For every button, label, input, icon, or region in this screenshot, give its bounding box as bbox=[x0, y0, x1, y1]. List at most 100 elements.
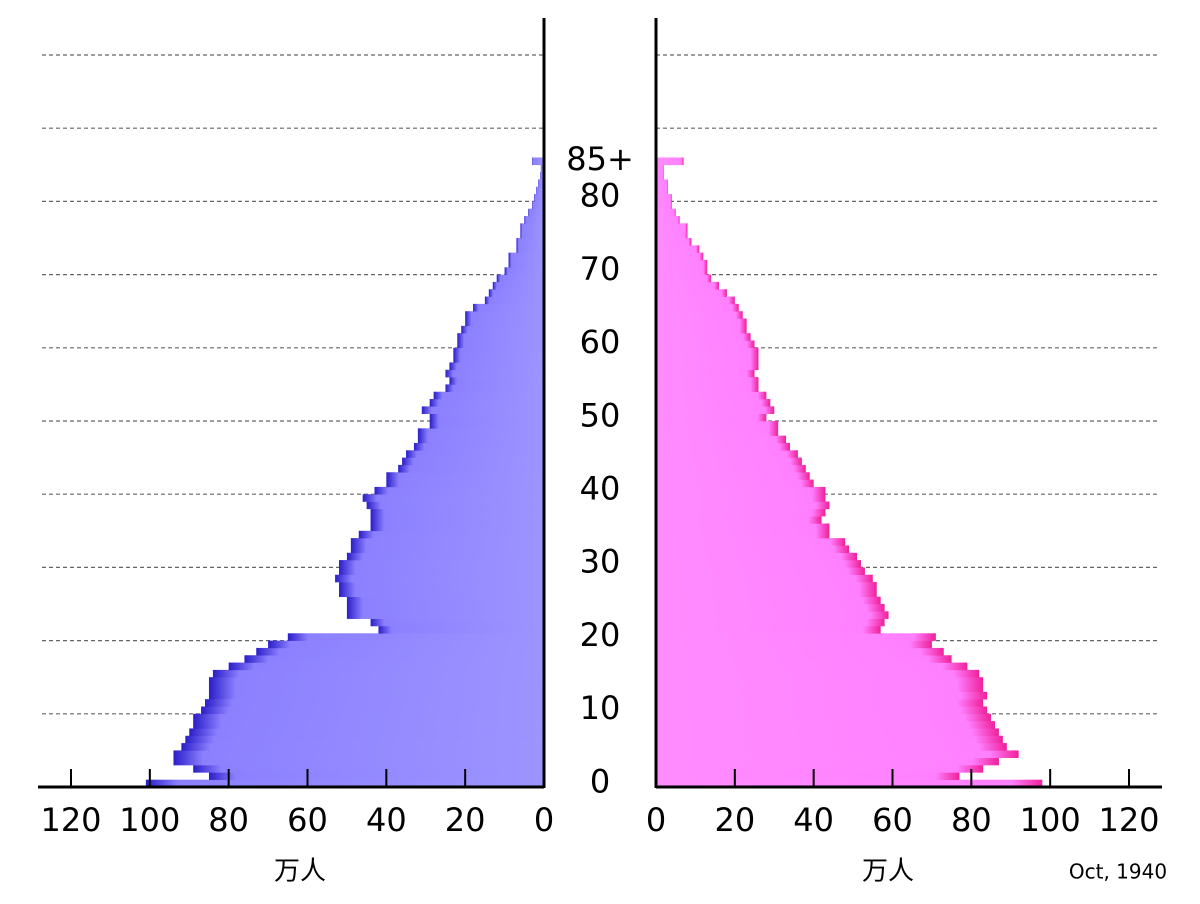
age-label: 20 bbox=[580, 616, 621, 654]
female-bar bbox=[656, 633, 936, 641]
male-bar bbox=[492, 281, 544, 290]
male-bar bbox=[449, 377, 544, 385]
x-tick-label: 120 bbox=[1098, 801, 1159, 839]
female-bar bbox=[656, 435, 787, 444]
female-bar bbox=[656, 472, 810, 480]
x-tick-label: 20 bbox=[714, 801, 755, 839]
female-bar bbox=[656, 413, 767, 422]
female-bar bbox=[656, 662, 968, 671]
female-bar bbox=[656, 479, 814, 488]
female-bar bbox=[656, 721, 995, 729]
male-bar bbox=[145, 779, 544, 788]
male-bar bbox=[520, 230, 544, 239]
male-bar bbox=[461, 325, 544, 334]
female-bar bbox=[656, 340, 755, 349]
male-bar bbox=[287, 633, 544, 641]
female-bar bbox=[656, 230, 688, 239]
female-bar bbox=[656, 186, 668, 195]
male-bar bbox=[402, 457, 544, 466]
male-bar bbox=[406, 450, 544, 458]
x-tick-label: 0 bbox=[646, 801, 666, 839]
male-bar bbox=[473, 303, 544, 312]
male-bar bbox=[374, 486, 544, 495]
female-bar bbox=[656, 296, 735, 305]
male-bar bbox=[445, 384, 544, 393]
male-bar bbox=[536, 186, 544, 195]
female-bar bbox=[656, 311, 743, 319]
male-bar bbox=[193, 721, 545, 729]
male-bar bbox=[350, 545, 544, 554]
male-bar bbox=[445, 369, 544, 378]
female-bar bbox=[656, 223, 688, 231]
male-bar bbox=[534, 194, 544, 202]
male-bar bbox=[193, 765, 545, 773]
female-bar bbox=[656, 669, 980, 678]
female-bar bbox=[656, 406, 775, 414]
x-tick-label: 60 bbox=[287, 801, 328, 839]
male-bar bbox=[335, 574, 544, 583]
male-bar bbox=[433, 391, 544, 400]
x-tick-label: 80 bbox=[208, 801, 249, 839]
male-bar bbox=[538, 179, 544, 188]
male-bar bbox=[524, 216, 544, 224]
male-bar bbox=[370, 618, 544, 627]
x-tick-label: 80 bbox=[951, 801, 992, 839]
male-bar bbox=[516, 238, 544, 246]
male-bar bbox=[193, 713, 545, 722]
female-bar bbox=[656, 347, 759, 356]
male-bar bbox=[173, 750, 544, 759]
female-bar bbox=[656, 560, 861, 568]
male-bar bbox=[520, 223, 544, 231]
female-bar bbox=[656, 267, 708, 275]
male-bar bbox=[268, 640, 544, 649]
male-bar bbox=[181, 743, 544, 751]
x-tick-label: 40 bbox=[793, 801, 834, 839]
x-tick-label: 100 bbox=[1020, 801, 1081, 839]
female-bar bbox=[656, 369, 755, 378]
female-bar bbox=[656, 391, 767, 400]
male-bar bbox=[532, 201, 544, 210]
female-bar bbox=[656, 538, 846, 546]
x-tick-label: 0 bbox=[534, 801, 554, 839]
male-bar bbox=[417, 428, 544, 436]
male-bar bbox=[370, 516, 544, 524]
male-bar bbox=[208, 691, 545, 700]
male-bar bbox=[488, 289, 544, 297]
female-bar bbox=[656, 157, 684, 166]
male-bar bbox=[346, 611, 544, 619]
female-bar bbox=[656, 779, 1043, 788]
female-bar bbox=[656, 743, 1007, 751]
x-tick-label: 100 bbox=[119, 801, 180, 839]
age-label: 0 bbox=[590, 762, 610, 800]
male-bar bbox=[413, 442, 544, 451]
male-bar bbox=[429, 413, 544, 422]
female-bar bbox=[656, 289, 727, 297]
male-bar bbox=[540, 164, 544, 173]
female-bar bbox=[656, 604, 885, 612]
female-bar bbox=[656, 530, 830, 539]
female-bar bbox=[656, 259, 708, 268]
female-bar bbox=[656, 567, 865, 576]
male-bar bbox=[228, 662, 544, 671]
male-bar bbox=[386, 472, 544, 480]
female-bar bbox=[656, 238, 692, 246]
female-bar bbox=[656, 508, 826, 517]
female-bar bbox=[656, 523, 830, 532]
male-bar bbox=[508, 252, 544, 261]
female-bar bbox=[656, 647, 944, 656]
male-bar bbox=[370, 508, 544, 517]
male-bar bbox=[339, 582, 544, 590]
age-label: 40 bbox=[580, 470, 621, 508]
male-bar bbox=[504, 267, 544, 275]
male-bar bbox=[484, 296, 544, 305]
female-bar bbox=[656, 552, 858, 561]
age-label: 70 bbox=[580, 250, 621, 288]
male-bar bbox=[540, 172, 544, 180]
female-bar bbox=[656, 684, 984, 693]
female-bar bbox=[656, 640, 932, 649]
female-bar bbox=[656, 582, 877, 590]
male-bar bbox=[346, 552, 544, 561]
female-bar bbox=[656, 355, 759, 363]
male-bar bbox=[173, 757, 544, 766]
male-bar bbox=[339, 560, 544, 568]
